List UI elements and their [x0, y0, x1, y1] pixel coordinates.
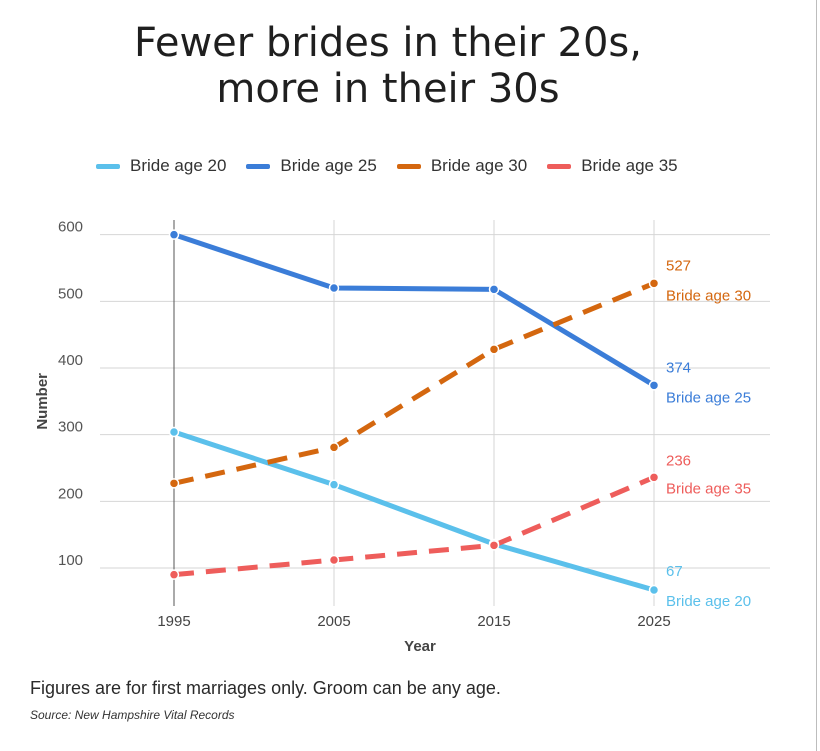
legend-swatch-icon	[246, 163, 271, 169]
series-line-bride-age-20	[173, 429, 655, 593]
x-axis-title: Year	[404, 638, 436, 655]
end-value-label: 374	[666, 359, 691, 376]
data-point-bride-age-25	[648, 380, 660, 391]
end-value-label: 67	[666, 563, 683, 580]
data-point-bride-age-25	[168, 229, 180, 240]
legend-label: Bride age 35	[581, 156, 678, 175]
data-point-bride-age-30	[328, 442, 340, 453]
data-point-bride-age-35	[168, 569, 180, 580]
x-tick-label: 1995	[157, 613, 190, 630]
right-border	[816, 0, 817, 751]
legend: Bride age 20 Bride age 25 Bride age 30 B…	[96, 152, 698, 180]
legend-item-bride-age-25[interactable]: Bride age 25	[246, 156, 377, 176]
legend-label: Bride age 25	[280, 156, 377, 175]
end-series-label: Bride age 35	[666, 480, 751, 497]
data-point-bride-age-20	[328, 479, 340, 490]
series-line-bride-age-25	[173, 232, 656, 388]
chart-title-line-1: Fewer brides in their 20s,	[134, 20, 642, 66]
x-tick-label: 2025	[637, 613, 670, 630]
x-tick-label: 2015	[477, 613, 510, 630]
source-note: Source: New Hampshire Vital Records	[30, 708, 235, 722]
data-point-bride-age-30	[168, 478, 180, 489]
legend-item-bride-age-30[interactable]: Bride age 30	[396, 156, 528, 176]
x-tick-label: 2005	[317, 613, 350, 630]
y-tick-label: 100	[58, 552, 83, 569]
data-point-bride-age-30	[648, 278, 660, 289]
legend-label: Bride age 30	[430, 156, 528, 175]
y-tick-label: 200	[58, 485, 83, 502]
footnote: Figures are for first marriages only. Gr…	[30, 678, 501, 698]
legend-swatch-icon	[547, 163, 572, 169]
y-tick-label: 500	[58, 285, 83, 302]
end-series-label: Bride age 25	[666, 389, 751, 406]
data-point-bride-age-25	[328, 282, 340, 294]
legend-swatch-icon	[396, 163, 421, 169]
data-point-bride-age-25	[488, 284, 500, 295]
end-series-label: Bride age 30	[666, 287, 751, 304]
chart-title: Fewer brides in their 20s, more in their…	[0, 20, 776, 112]
chart-title-line-2: more in their 30s	[216, 66, 560, 112]
data-point-bride-age-20	[168, 426, 180, 438]
legend-item-bride-age-20[interactable]: Bride age 20	[96, 156, 226, 176]
legend-item-bride-age-35[interactable]: Bride age 35	[547, 156, 678, 176]
series-line-bride-age-30	[173, 281, 655, 486]
legend-swatch-icon	[96, 163, 120, 169]
data-point-bride-age-35	[648, 472, 660, 483]
data-point-bride-age-30	[488, 344, 500, 355]
y-tick-label: 600	[58, 219, 83, 236]
data-point-bride-age-35	[328, 554, 340, 566]
data-point-bride-age-20	[648, 584, 660, 596]
y-axis-title: Number	[34, 373, 51, 430]
line-chart: 100 200 300 400 500 600 1995 2005 2015 2025 Year Nu…	[34, 219, 770, 655]
end-value-label: 236	[666, 452, 691, 469]
series-line-bride-age-35	[173, 475, 655, 578]
data-point-bride-age-35	[488, 540, 500, 551]
y-tick-label: 300	[58, 419, 83, 436]
end-series-label: Bride age 20	[666, 593, 751, 610]
end-value-label: 527	[666, 257, 691, 274]
legend-label: Bride age 20	[130, 156, 227, 175]
y-tick-label: 400	[58, 352, 83, 369]
